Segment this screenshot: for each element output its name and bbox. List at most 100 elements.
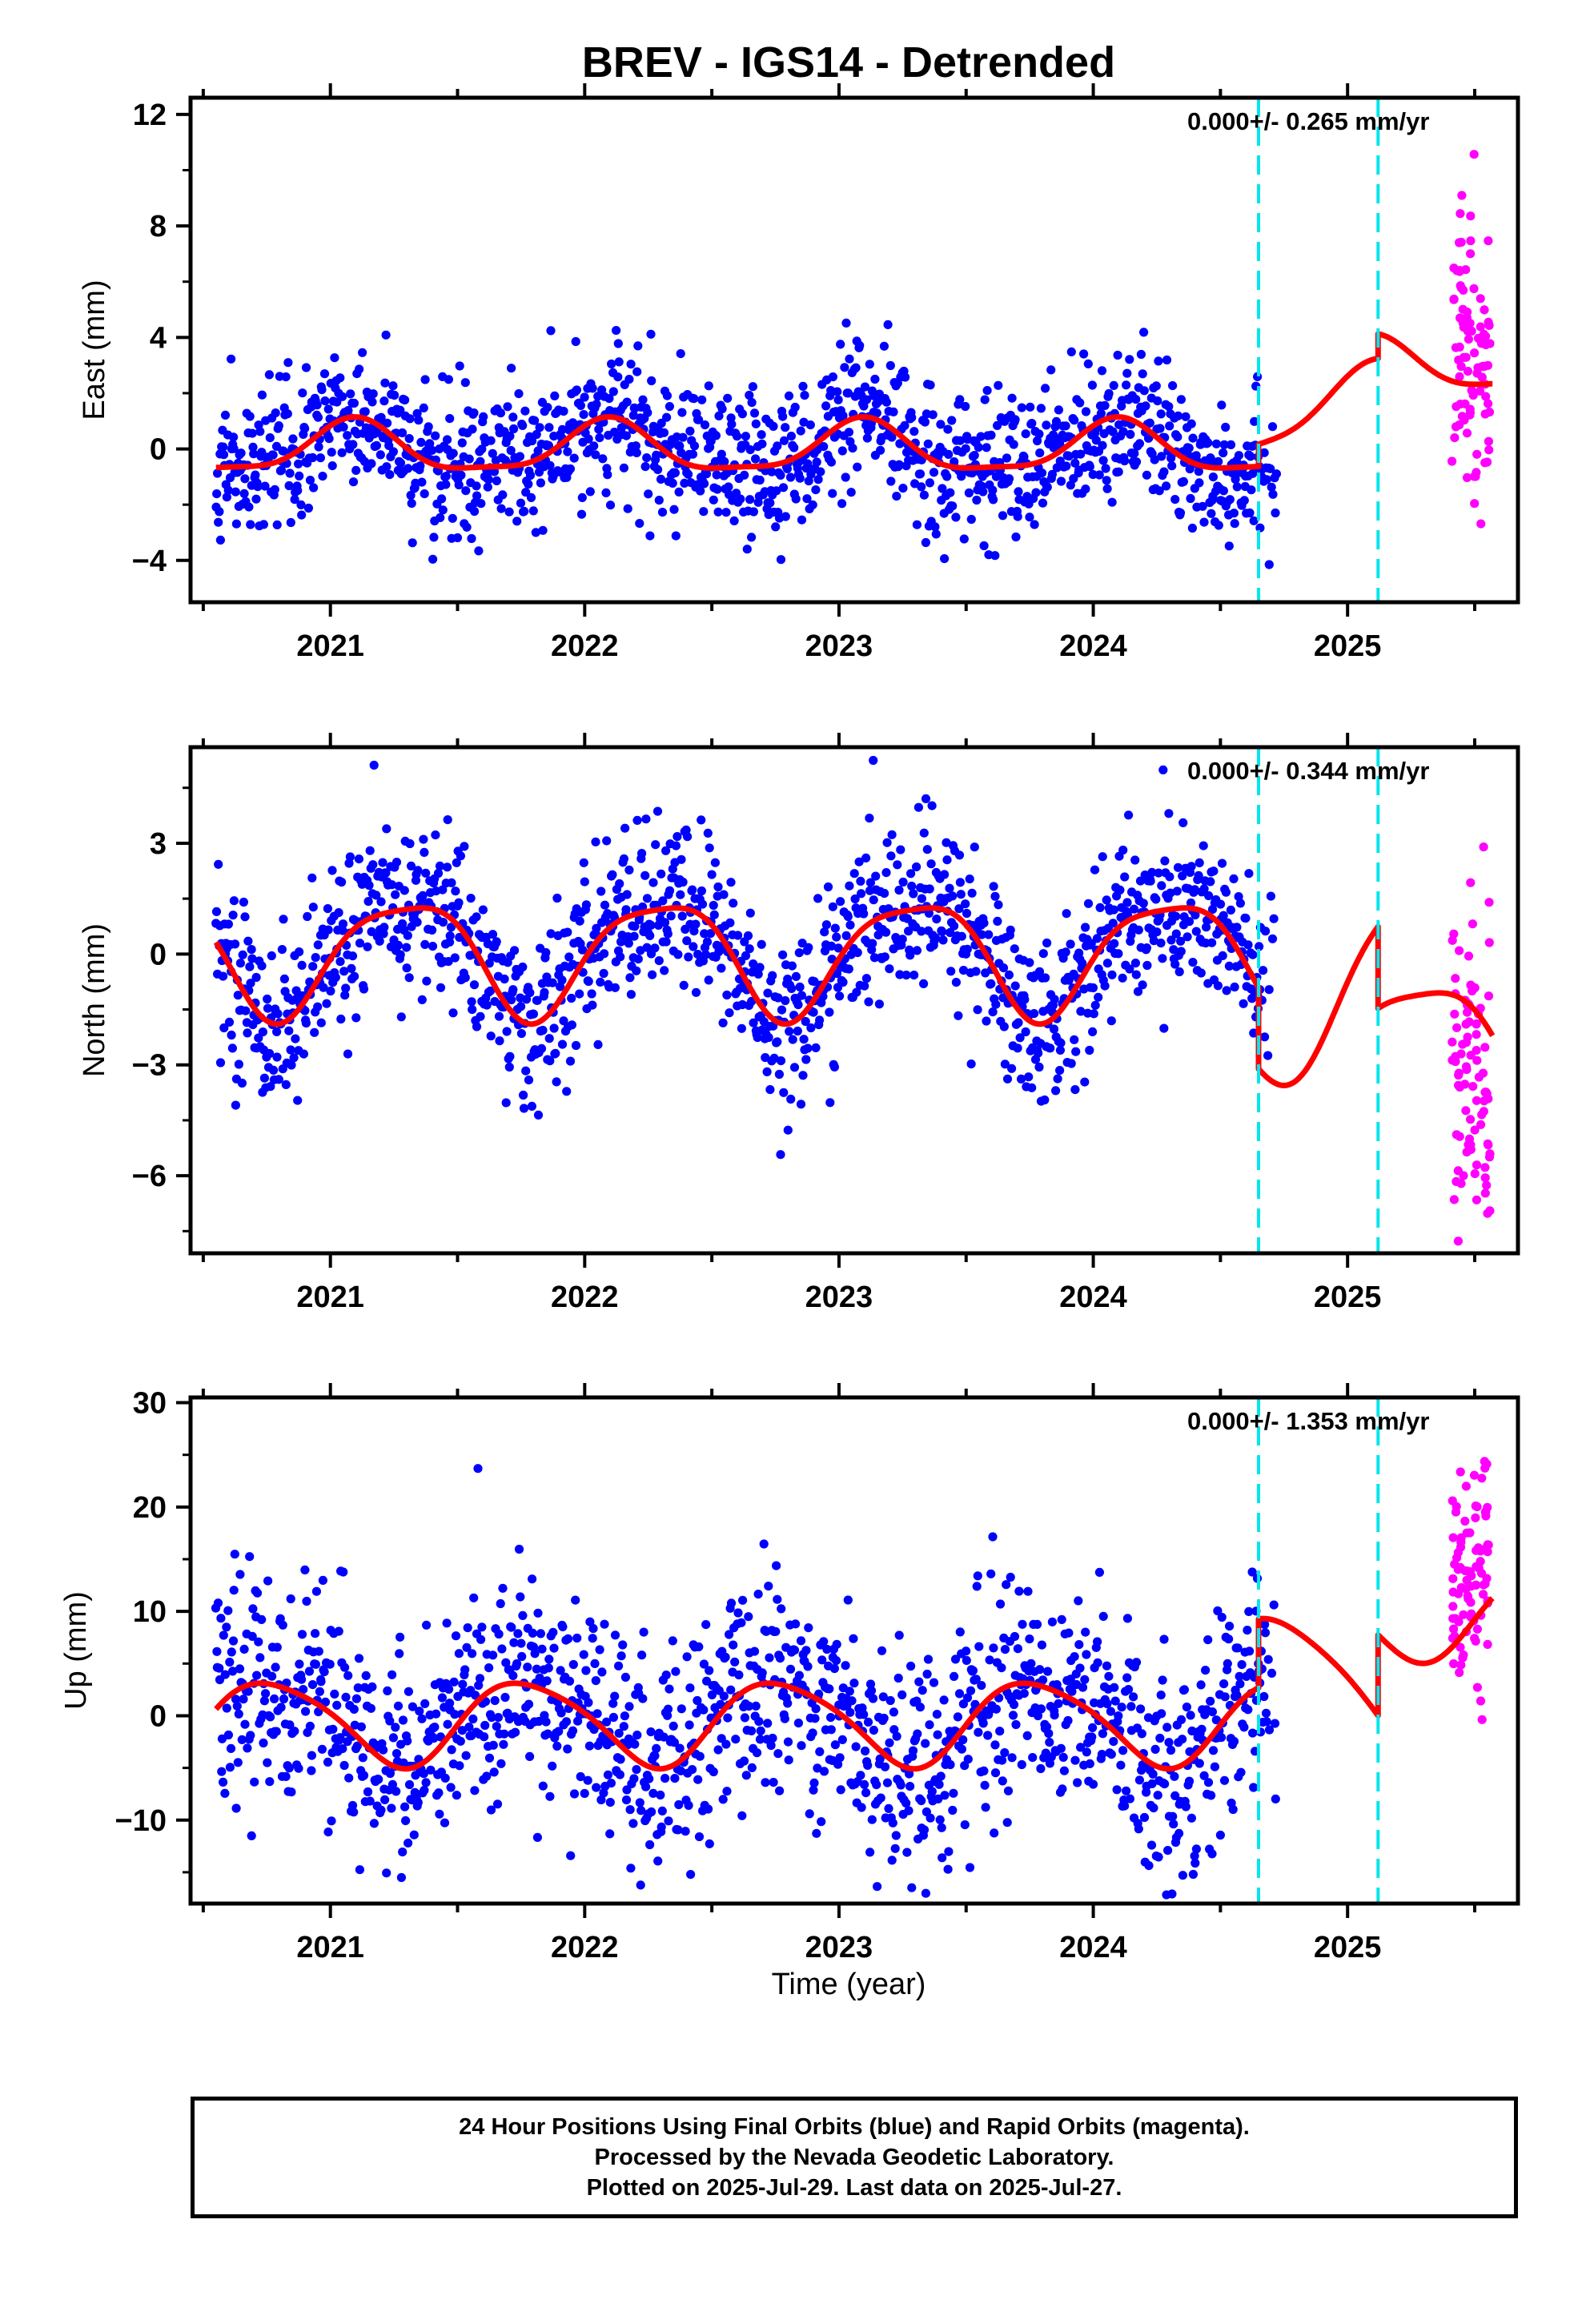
up-final-point xyxy=(972,1582,982,1591)
east-final-point xyxy=(251,470,260,480)
up-final-point xyxy=(726,1685,736,1695)
north-final-point xyxy=(967,888,977,898)
north-final-point xyxy=(1241,914,1251,923)
north-final-point xyxy=(501,1098,511,1108)
up-final-point xyxy=(991,1704,1001,1714)
north-final-point xyxy=(942,855,952,865)
east-final-point xyxy=(946,488,955,497)
north-final-point xyxy=(469,980,480,990)
north-rapid-point xyxy=(1463,1032,1472,1042)
up-final-point xyxy=(430,1723,440,1732)
up-final-point xyxy=(314,1647,323,1656)
east-final-point xyxy=(1150,455,1159,464)
up-final-point xyxy=(1098,1611,1108,1621)
east-final-point xyxy=(419,403,428,412)
up-rapid-point xyxy=(1466,1582,1476,1591)
east-final-point xyxy=(700,479,709,489)
up-final-point xyxy=(281,1771,291,1781)
east-final-point xyxy=(1195,478,1204,488)
east-final-point xyxy=(654,496,664,505)
east-final-point xyxy=(514,389,524,399)
up-final-point xyxy=(616,1651,626,1661)
north-y-tick-label: −3 xyxy=(132,1049,167,1083)
up-final-point xyxy=(496,1759,506,1768)
up-final-point xyxy=(669,1721,678,1731)
east-final-point xyxy=(1062,461,1071,471)
north-final-point xyxy=(833,943,843,953)
up-final-point xyxy=(480,1720,490,1731)
east-final-point xyxy=(349,398,359,408)
east-final-point xyxy=(642,453,652,463)
north-final-point xyxy=(849,869,859,879)
up-final-point xyxy=(380,1795,390,1804)
up-final-point xyxy=(507,1622,516,1632)
up-final-point xyxy=(1220,1692,1230,1702)
up-final-point xyxy=(1094,1567,1104,1577)
up-final-point xyxy=(217,1767,227,1776)
north-final-point xyxy=(861,853,871,862)
up-final-point xyxy=(488,1740,498,1750)
north-final-point xyxy=(913,802,923,812)
up-final-point xyxy=(580,1788,589,1799)
up-final-point xyxy=(216,1614,226,1623)
up-final-point xyxy=(490,1695,500,1706)
north-final-point xyxy=(533,1110,544,1120)
up-rapid-point xyxy=(1483,1547,1492,1557)
east-final-point xyxy=(1214,456,1223,467)
up-final-point xyxy=(1037,1640,1046,1650)
east-final-point xyxy=(1047,469,1057,479)
up-final-point xyxy=(528,1574,537,1584)
up-final-point xyxy=(901,1799,911,1808)
north-rapid-point xyxy=(1449,1195,1459,1204)
east-final-point xyxy=(577,493,587,503)
up-final-point xyxy=(583,1775,592,1785)
north-final-point xyxy=(656,869,666,879)
up-final-point xyxy=(845,1707,855,1717)
up-final-point xyxy=(602,1717,612,1727)
east-final-point xyxy=(628,411,638,420)
up-final-point xyxy=(470,1786,480,1795)
east-final-point xyxy=(781,512,790,521)
east-final-point xyxy=(367,459,376,468)
east-final-point xyxy=(901,372,910,382)
east-final-point xyxy=(428,554,438,564)
east-final-point xyxy=(1041,384,1050,393)
north-final-point xyxy=(633,955,643,964)
east-final-point xyxy=(662,391,673,400)
up-final-point xyxy=(639,1627,648,1637)
east-final-point xyxy=(749,408,760,418)
east-final-point xyxy=(843,388,853,398)
north-final-point xyxy=(1120,872,1130,882)
up-final-point xyxy=(771,1626,781,1636)
east-final-point xyxy=(993,420,1002,431)
north-final-point xyxy=(773,1037,782,1047)
up-final-point xyxy=(295,1659,304,1669)
north-final-point xyxy=(266,1082,275,1092)
north-final-point xyxy=(718,1018,728,1027)
north-final-point xyxy=(339,967,349,976)
up-final-point xyxy=(1139,1812,1150,1823)
east-final-point xyxy=(441,480,451,489)
north-final-point xyxy=(1151,895,1161,904)
east-final-point xyxy=(855,340,865,351)
east-final-point xyxy=(528,506,538,516)
north-final-point xyxy=(557,975,567,985)
north-rapid-point xyxy=(1480,1043,1490,1052)
north-final-point xyxy=(219,1023,229,1033)
up-final-point xyxy=(997,1663,1006,1673)
up-final-point xyxy=(571,1595,580,1605)
up-final-point xyxy=(990,1740,1000,1750)
east-final-point xyxy=(970,451,979,460)
up-final-point xyxy=(685,1720,694,1730)
up-final-point xyxy=(785,1664,796,1674)
north-final-point xyxy=(832,932,841,942)
up-final-point xyxy=(252,1588,263,1598)
east-final-point xyxy=(506,445,516,456)
north-final-point xyxy=(1209,866,1219,876)
east-final-point xyxy=(318,472,327,481)
east-final-point xyxy=(212,489,222,499)
north-final-point xyxy=(525,988,535,998)
up-final-point xyxy=(1097,1750,1106,1759)
north-final-point xyxy=(749,1018,758,1027)
up-rapid-point xyxy=(1448,1602,1458,1611)
